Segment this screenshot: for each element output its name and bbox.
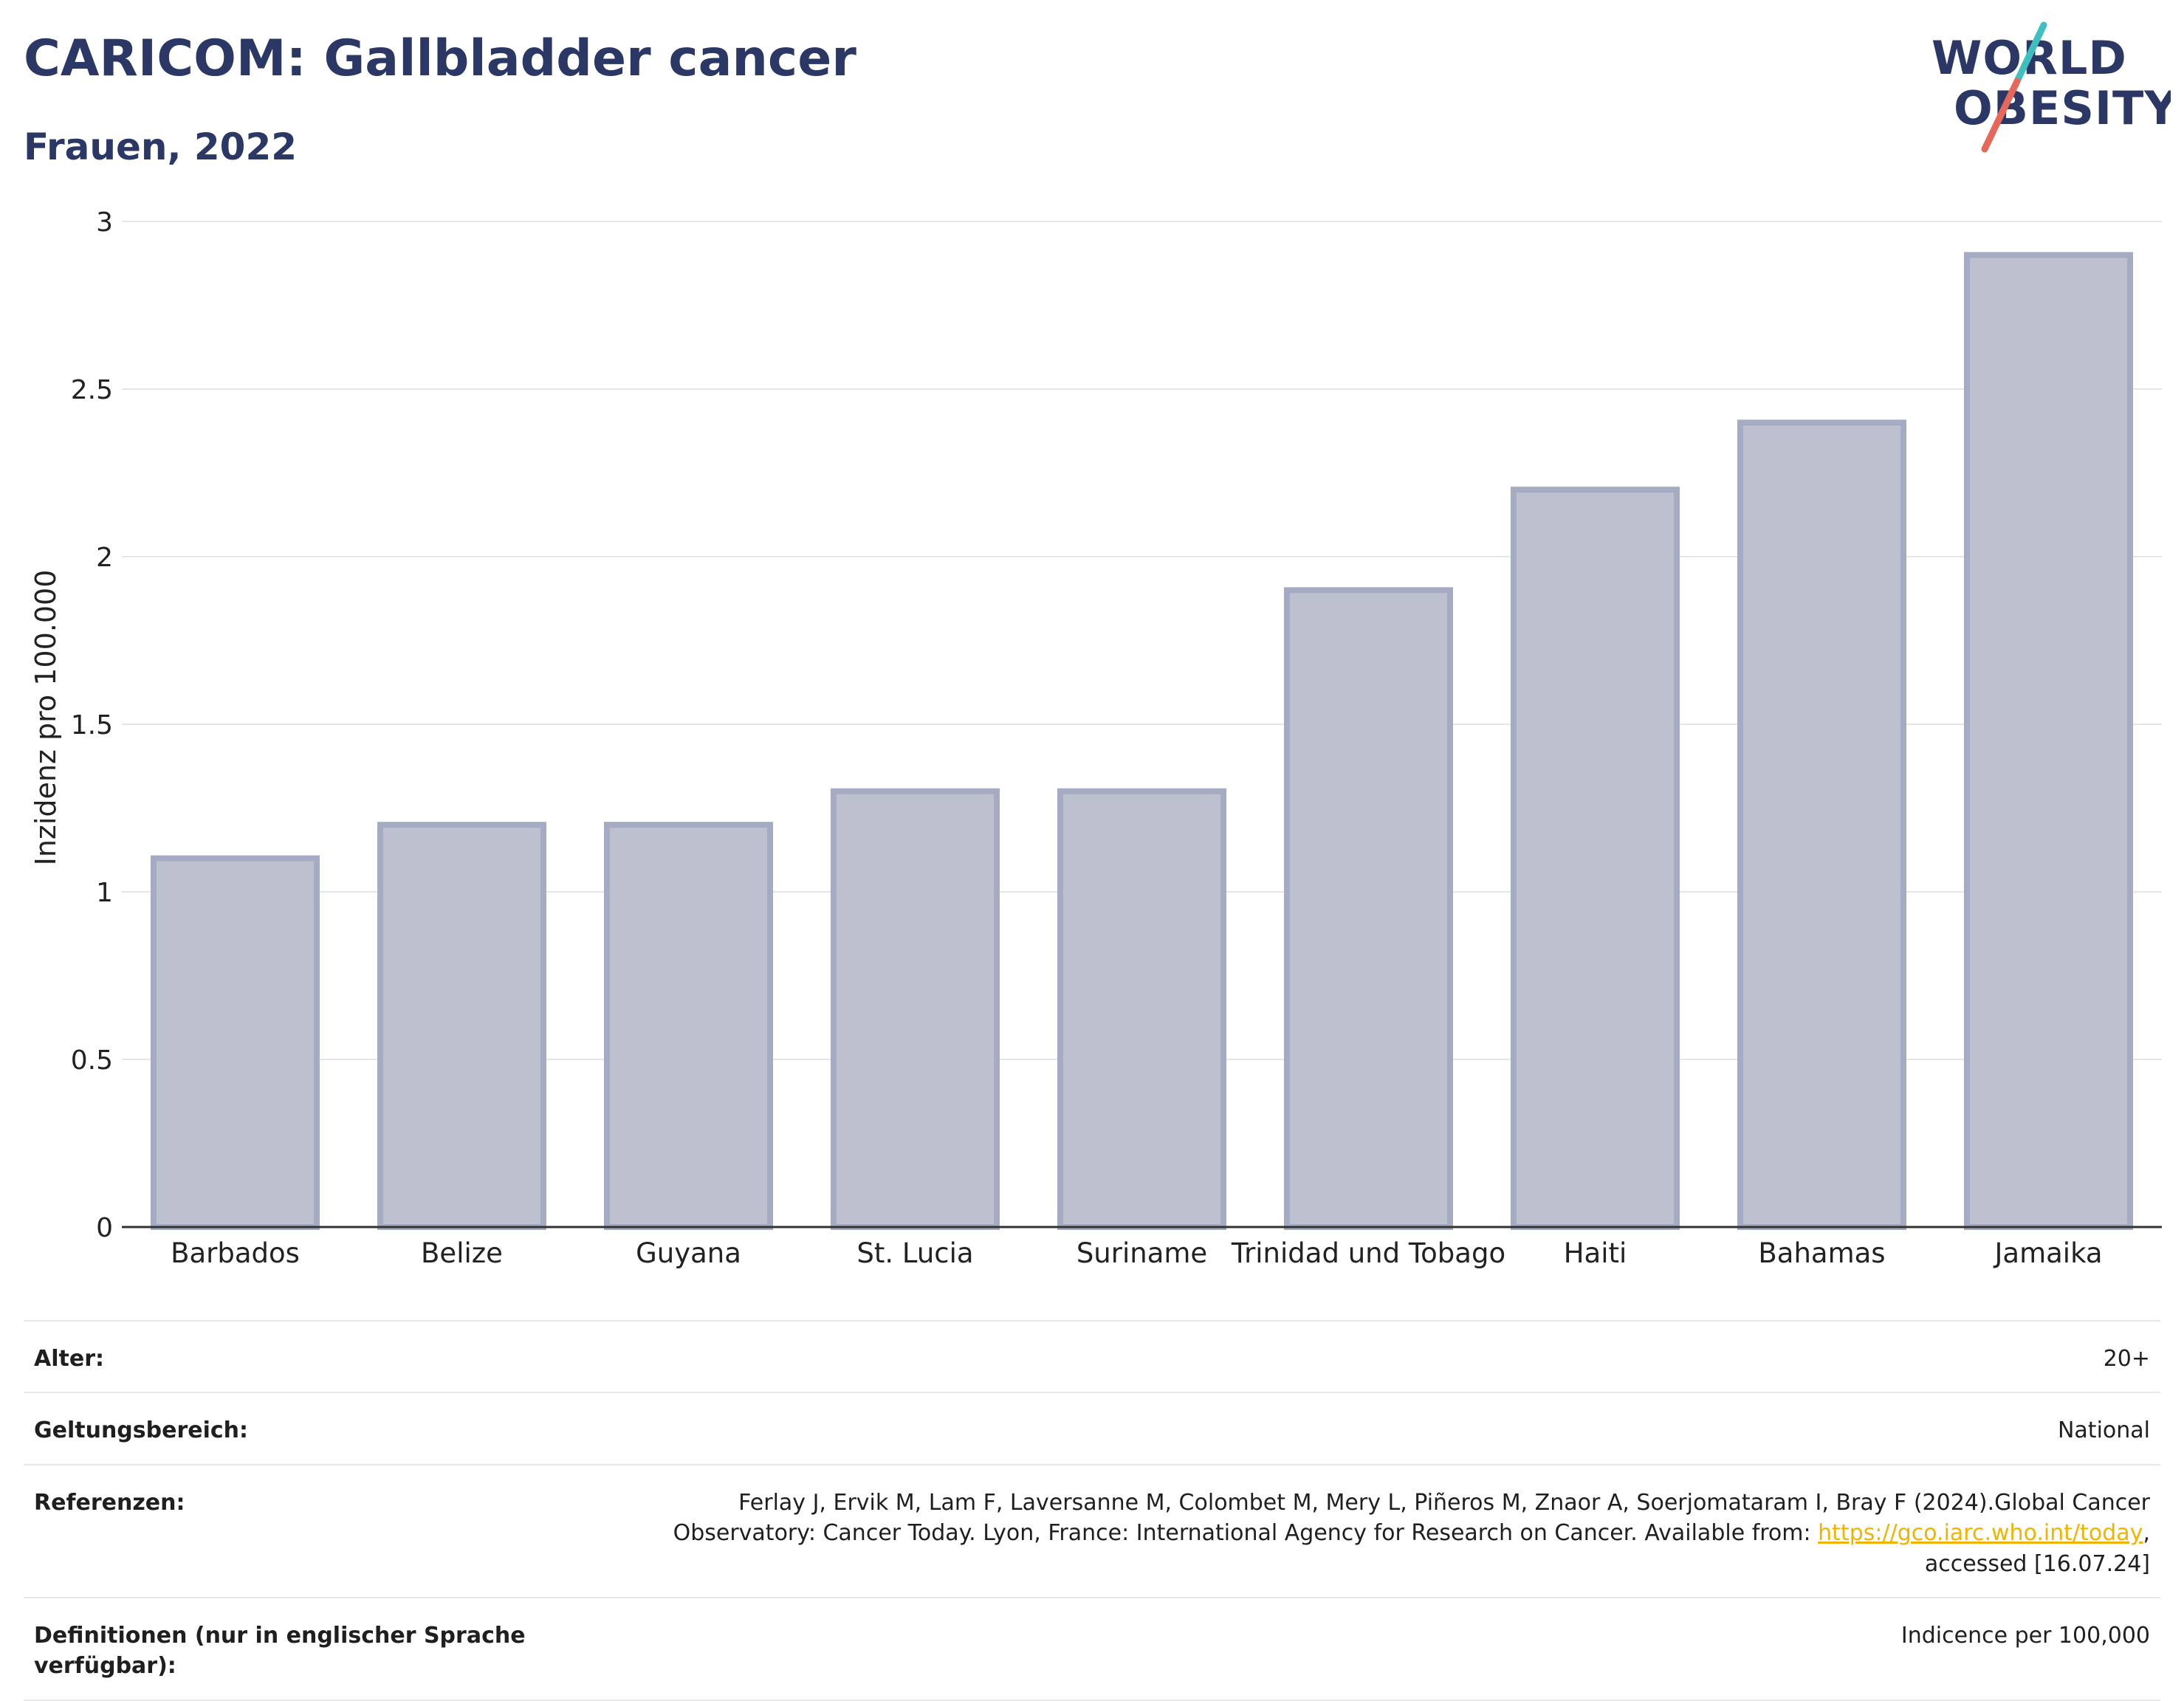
- y-tick-label: 0.5: [71, 1045, 113, 1076]
- definitions-label: Definitionen (nur in englischer Sprache …: [34, 1622, 526, 1680]
- info-row-definitions: Definitionen (nur in englischer Sprache …: [24, 1597, 2160, 1700]
- logo-slash-teal: [2013, 21, 2047, 85]
- info-row-references: Referenzen: Ferlay J, Ervik M, Lam F, La…: [24, 1464, 2160, 1598]
- age-label: Alter:: [34, 1346, 104, 1372]
- x-tick-label: Barbados: [171, 1237, 300, 1269]
- world-obesity-logo: WORLD OBESITY: [1931, 21, 2171, 153]
- bar-chart: 0 0.5 1 1.5 2 2.5 3 Barbados Belize Guyana St. Luc…: [30, 207, 2162, 1269]
- logo-word-obesity: OBESITY: [1954, 81, 2171, 135]
- info-row-scope: Geltungsbereich: National: [24, 1392, 2160, 1464]
- references-line-2: Observatory: Cancer Today. Lyon, France:…: [673, 1520, 1819, 1547]
- chart-subtitle: Frauen, 2022: [24, 126, 298, 168]
- x-tick-label: Guyana: [636, 1237, 741, 1269]
- references-line-2-end: ,: [2143, 1520, 2150, 1547]
- references-value: Ferlay J, Ervik M, Lam F, Laversanne M, …: [546, 1465, 2160, 1598]
- chart-title: CARICOM: Gallbladder cancer: [24, 30, 856, 88]
- x-tick-label: Trinidad und Tobago: [1231, 1237, 1505, 1269]
- y-tick-label: 1.5: [71, 710, 113, 740]
- y-tick-label: 2: [96, 543, 113, 573]
- bar-trinidad-und-tobago[interactable]: [1283, 587, 1454, 1230]
- y-tick-label: 3: [96, 207, 113, 238]
- axes: 0 0.5 1 1.5 2 2.5 3 Barbados Belize Guyana St. Luc…: [71, 207, 2162, 1269]
- bar-guyana[interactable]: [603, 822, 774, 1230]
- info-row-age: Alter: 20+: [24, 1321, 2160, 1392]
- definitions-value: Indicence per 100,000: [1900, 1622, 2150, 1649]
- bar-barbados[interactable]: [150, 855, 320, 1230]
- references-line-3: accessed [16.07.24]: [1924, 1550, 2150, 1577]
- bar-suriname[interactable]: [1057, 788, 1227, 1231]
- x-tick-label: Bahamas: [1758, 1237, 1885, 1269]
- x-tick-label: Suriname: [1076, 1237, 1207, 1269]
- y-tick-label: 0: [96, 1213, 113, 1243]
- bar-jamaika[interactable]: [1963, 252, 2134, 1230]
- bar-haiti[interactable]: [1510, 487, 1680, 1230]
- bar-belize[interactable]: [377, 822, 547, 1230]
- y-tick-label: 2.5: [71, 375, 113, 405]
- bar-bahamas[interactable]: [1737, 419, 1907, 1230]
- y-axis-label: Inzidenz pro 100.000: [30, 570, 62, 866]
- scope-label: Geltungsbereich:: [34, 1418, 249, 1444]
- bar-st-lucia[interactable]: [830, 788, 1000, 1231]
- x-tick-label: Haiti: [1564, 1237, 1627, 1269]
- references-link[interactable]: https://gco.iarc.who.int/today: [1818, 1520, 2143, 1547]
- x-tick-label: Belize: [421, 1237, 503, 1269]
- references-label: Referenzen:: [34, 1489, 185, 1516]
- scope-value: National: [2057, 1418, 2150, 1444]
- y-tick-label: 1: [96, 878, 113, 908]
- info-table: Alter: 20+ Geltungsbereich: National Ref…: [24, 1320, 2160, 1701]
- logo-slash-coral: [1981, 78, 2021, 153]
- x-tick-label: Jamaika: [1993, 1237, 2102, 1269]
- references-line-1: Ferlay J, Ervik M, Lam F, Laversanne M, …: [738, 1489, 2150, 1516]
- x-tick-label: St. Lucia: [856, 1237, 973, 1269]
- age-value: 20+: [2103, 1346, 2150, 1372]
- bars: [150, 252, 2134, 1231]
